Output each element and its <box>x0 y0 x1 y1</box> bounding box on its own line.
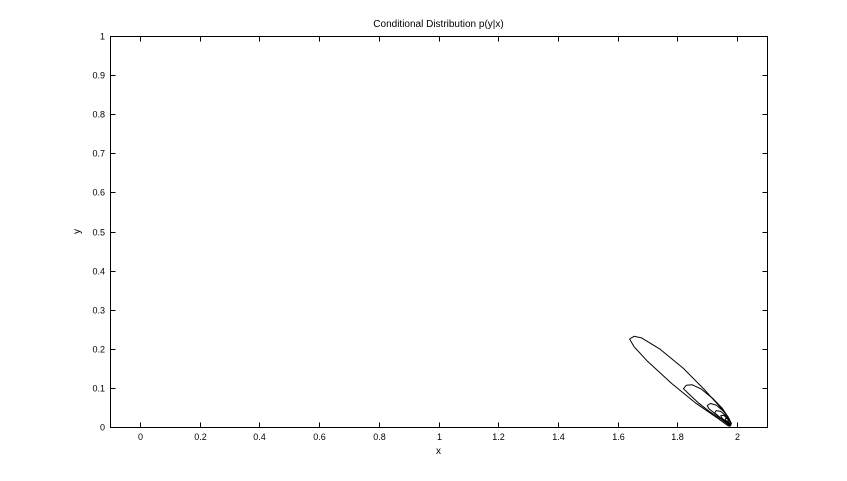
chart-title: Conditional Distribution p(y|x) <box>373 19 503 30</box>
y-tick-label: 0.7 <box>92 149 105 159</box>
x-tick-label: 0.8 <box>373 432 386 442</box>
x-tick-label: 1.4 <box>552 432 565 442</box>
contour-line <box>629 335 732 427</box>
x-tick-label: 0.4 <box>253 432 266 442</box>
y-axis-label: y <box>72 229 83 234</box>
x-tick-label: 0 <box>138 432 143 442</box>
x-axis: 0 0.2 0.4 0.6 0.8 1 1.2 1.4 1.6 1.8 2 <box>138 36 740 442</box>
y-tick-label: 1 <box>100 32 105 42</box>
plot-area <box>110 36 768 428</box>
y-tick-label: 0.1 <box>92 384 105 394</box>
contour-lines <box>629 335 732 427</box>
x-tick-label: 1.2 <box>492 432 505 442</box>
y-tick-label: 0.8 <box>92 110 105 120</box>
x-tick-label: 0.2 <box>194 432 207 442</box>
y-tick-label: 0.9 <box>92 71 105 81</box>
x-tick-label: 2 <box>735 432 740 442</box>
y-tick-label: 0.2 <box>92 345 105 355</box>
x-tick-label: 1.8 <box>671 432 684 442</box>
y-tick-label: 0.3 <box>92 306 105 316</box>
x-tick-label: 1.6 <box>612 432 625 442</box>
x-axis-label: x <box>436 446 441 457</box>
y-tick-label: 0.6 <box>92 188 105 198</box>
y-axis: 0 0.1 0.2 0.3 0.4 0.5 0.6 0.7 0.8 0.9 1 <box>92 32 768 433</box>
y-tick-label: 0.5 <box>92 228 105 238</box>
y-tick-label: 0 <box>100 423 105 433</box>
contour-line <box>727 420 732 425</box>
y-tick-label: 0.4 <box>92 267 105 277</box>
x-tick-label: 1 <box>437 432 442 442</box>
x-tick-label: 0.6 <box>313 432 326 442</box>
